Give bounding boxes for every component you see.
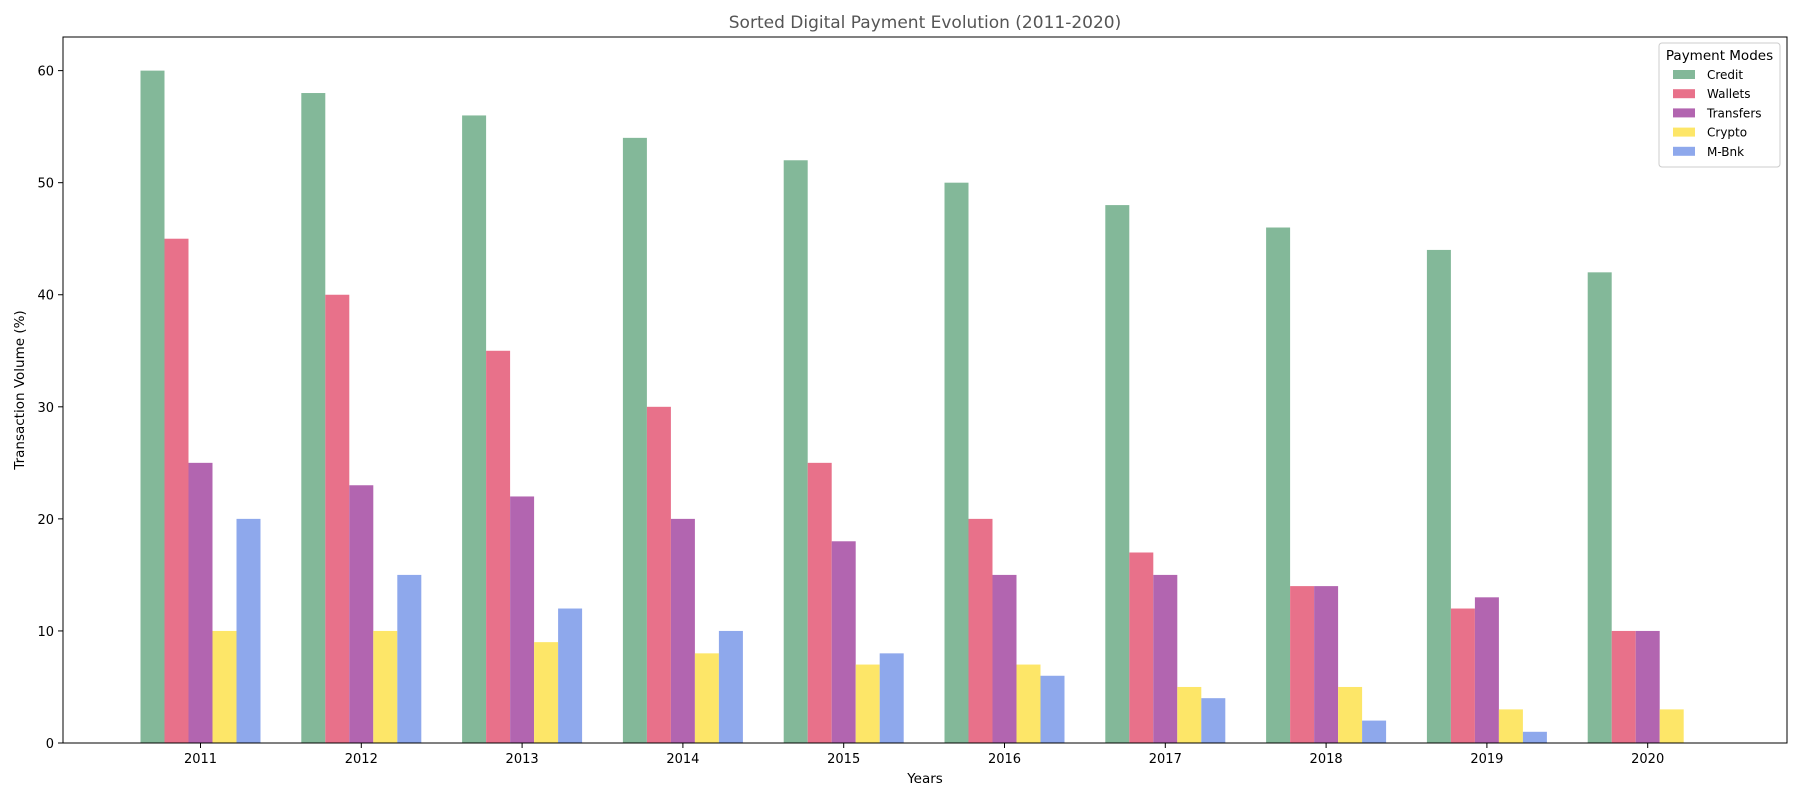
y-axis-label: Transaction Volume (%) xyxy=(12,310,28,470)
bar-crypto-2014 xyxy=(694,653,719,743)
bar-credit-2012 xyxy=(301,93,326,744)
chart-title: Sorted Digital Payment Evolution (2011-2… xyxy=(729,13,1121,33)
legend-title: Payment Modes xyxy=(1666,48,1773,64)
plot-frame xyxy=(62,36,1788,744)
bar-transfers-2020 xyxy=(1635,630,1660,743)
legend: Payment Modes Credit Wallets Transfers Cryp… xyxy=(1658,42,1781,168)
bar-m-bnk-2012 xyxy=(397,574,422,743)
bar-wallets-2013 xyxy=(486,350,511,743)
legend-items: Credit Wallets Transfers Crypto M-Bnk xyxy=(1673,68,1762,159)
bar-transfers-2015 xyxy=(831,541,856,743)
legend-swatch xyxy=(1673,108,1695,118)
x-axis: 2011 2012 2013 2014 2015 2016 2017 2018 2019 2020 xyxy=(184,743,1664,767)
x-tick-label: 2019 xyxy=(1470,752,1503,767)
y-axis: 0 10 20 30 40 50 60 xyxy=(37,65,63,752)
y-tick-label: 20 xyxy=(37,513,54,528)
bar-credit-2015 xyxy=(783,160,808,743)
bar-credit-2019 xyxy=(1426,249,1451,743)
legend-swatch xyxy=(1673,127,1695,137)
legend-label: Credit xyxy=(1707,68,1743,82)
bar-m-bnk-2015 xyxy=(879,653,904,743)
bar-credit-2017 xyxy=(1105,205,1130,744)
x-tick-label: 2014 xyxy=(666,752,699,767)
x-tick-label: 2016 xyxy=(988,752,1021,767)
bar-crypto-2018 xyxy=(1338,686,1363,743)
bar-transfers-2016 xyxy=(992,574,1017,743)
bar-transfers-2011 xyxy=(188,462,213,743)
bar-crypto-2017 xyxy=(1177,686,1202,743)
legend-swatch xyxy=(1673,146,1695,156)
bar-credit-2013 xyxy=(462,115,487,743)
x-tick-label: 2012 xyxy=(345,752,378,767)
bar-wallets-2018 xyxy=(1290,586,1315,743)
bar-credit-2018 xyxy=(1266,227,1291,743)
legend-swatch xyxy=(1673,70,1695,79)
x-tick-label: 2017 xyxy=(1149,752,1182,767)
bar-credit-2014 xyxy=(622,137,647,743)
y-tick-label: 30 xyxy=(37,401,54,416)
bar-wallets-2012 xyxy=(325,294,350,743)
bar-transfers-2017 xyxy=(1153,574,1178,743)
bar-crypto-2019 xyxy=(1498,709,1523,743)
bar-crypto-2015 xyxy=(855,664,880,743)
legend-label: Transfers xyxy=(1706,106,1762,120)
x-tick-label: 2015 xyxy=(827,752,860,767)
bar-crypto-2012 xyxy=(373,630,398,743)
bar-wallets-2017 xyxy=(1129,552,1154,743)
bar-credit-2016 xyxy=(944,182,969,743)
x-tick-label: 2018 xyxy=(1310,752,1343,767)
bar-crypto-2013 xyxy=(534,642,559,743)
bar-transfers-2012 xyxy=(349,485,374,743)
bar-transfers-2018 xyxy=(1314,586,1339,743)
bar-transfers-2019 xyxy=(1474,597,1499,743)
bar-credit-2011 xyxy=(140,70,165,744)
bar-credit-2020 xyxy=(1587,272,1612,743)
bar-m-bnk-2014 xyxy=(718,630,743,743)
bar-crypto-2020 xyxy=(1659,709,1684,743)
legend-label: Wallets xyxy=(1707,87,1750,101)
y-tick-label: 10 xyxy=(37,625,54,640)
bars-layer xyxy=(140,70,1684,744)
x-axis-label: Years xyxy=(906,771,943,787)
y-tick-label: 40 xyxy=(37,289,54,304)
bar-wallets-2014 xyxy=(646,406,671,743)
bar-wallets-2020 xyxy=(1611,630,1636,743)
bar-crypto-2016 xyxy=(1016,664,1041,743)
bar-wallets-2015 xyxy=(807,462,832,743)
bar-m-bnk-2018 xyxy=(1362,720,1387,743)
bar-crypto-2011 xyxy=(212,630,237,743)
legend-swatch xyxy=(1673,89,1695,99)
bar-m-bnk-2011 xyxy=(236,518,261,743)
x-tick-label: 2013 xyxy=(506,752,539,767)
bar-wallets-2016 xyxy=(968,518,993,743)
bar-transfers-2014 xyxy=(670,518,695,743)
legend-label: M-Bnk xyxy=(1707,145,1744,159)
bar-wallets-2011 xyxy=(164,238,189,743)
bar-m-bnk-2019 xyxy=(1522,731,1547,743)
x-tick-label: 2011 xyxy=(184,752,217,767)
bar-transfers-2013 xyxy=(510,496,535,743)
y-tick-label: 50 xyxy=(37,177,54,192)
y-tick-label: 0 xyxy=(46,737,54,752)
bar-m-bnk-2017 xyxy=(1201,698,1226,743)
x-tick-label: 2020 xyxy=(1631,752,1664,767)
y-tick-label: 60 xyxy=(37,65,54,80)
legend-label: Crypto xyxy=(1707,126,1747,140)
bar-m-bnk-2013 xyxy=(558,608,583,743)
bar-wallets-2019 xyxy=(1450,608,1475,743)
bar-m-bnk-2016 xyxy=(1040,675,1065,743)
